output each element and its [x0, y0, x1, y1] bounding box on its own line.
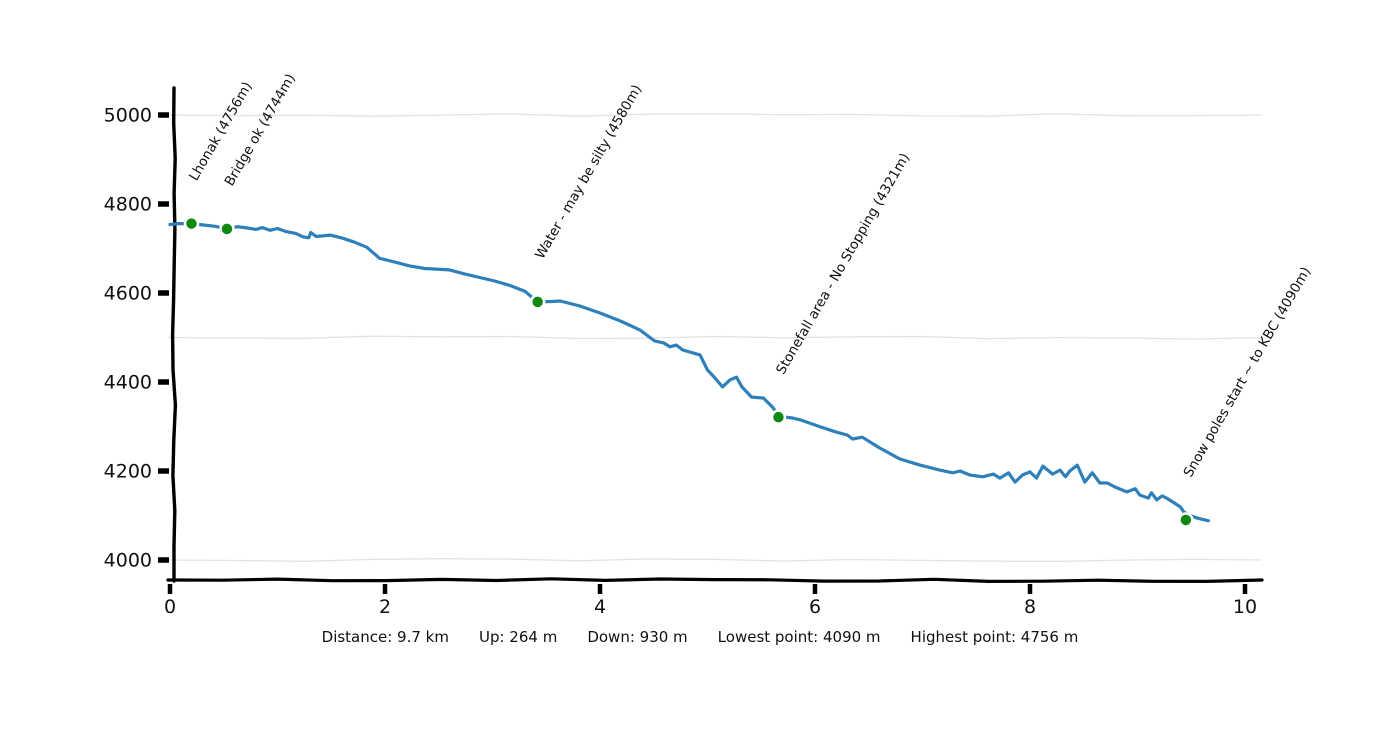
- y-tick-label: 4400: [104, 372, 152, 394]
- x-tick-label: 0: [164, 596, 176, 618]
- y-gridline: [167, 335, 1263, 340]
- waypoint-label: Water - may be silty (4580m): [532, 82, 645, 262]
- stat-highest-point: Highest point: 4756 m: [910, 628, 1079, 646]
- y-tick-label: 5000: [104, 105, 152, 127]
- waypoint-label: Stonefall area - No Stopping (4321m): [773, 151, 913, 378]
- waypoint-dot: [1178, 512, 1194, 528]
- x-tick-label: 10: [1233, 596, 1257, 618]
- x-tick-label: 6: [809, 596, 821, 618]
- y-tick-label: 4800: [104, 194, 152, 216]
- y-gridline: [167, 112, 1263, 117]
- stat-distance: Distance: 9.7 km: [321, 628, 449, 646]
- waypoint-dot: [529, 294, 546, 310]
- waypoint-label: Snow poles start ~ to KBC (4090m): [1181, 264, 1315, 480]
- x-tick-label: 8: [1024, 596, 1036, 618]
- waypoint-dot: [770, 409, 787, 425]
- x-axis-spine: [166, 577, 1264, 584]
- footer-stats: Distance: 9.7 km Up: 264 m Down: 930 m L…: [0, 628, 1400, 646]
- elevation-line: [168, 222, 1211, 523]
- stat-down: Down: 930 m: [587, 628, 688, 646]
- y-tick-label: 4200: [104, 461, 152, 483]
- waypoint-dot: [183, 215, 200, 232]
- stat-lowest-point: Lowest point: 4090 m: [717, 628, 881, 646]
- x-tick-label: 2: [379, 596, 391, 618]
- x-tick-label: 4: [594, 596, 606, 618]
- y-tick-label: 4000: [104, 550, 152, 572]
- y-axis-spine: [170, 86, 178, 583]
- waypoint-label: Bridge ok (4744m): [222, 71, 299, 189]
- y-gridline: [167, 558, 1263, 563]
- stat-up: Up: 264 m: [478, 628, 558, 646]
- y-tick-label: 4600: [104, 283, 152, 305]
- waypoint-dot: [219, 221, 235, 237]
